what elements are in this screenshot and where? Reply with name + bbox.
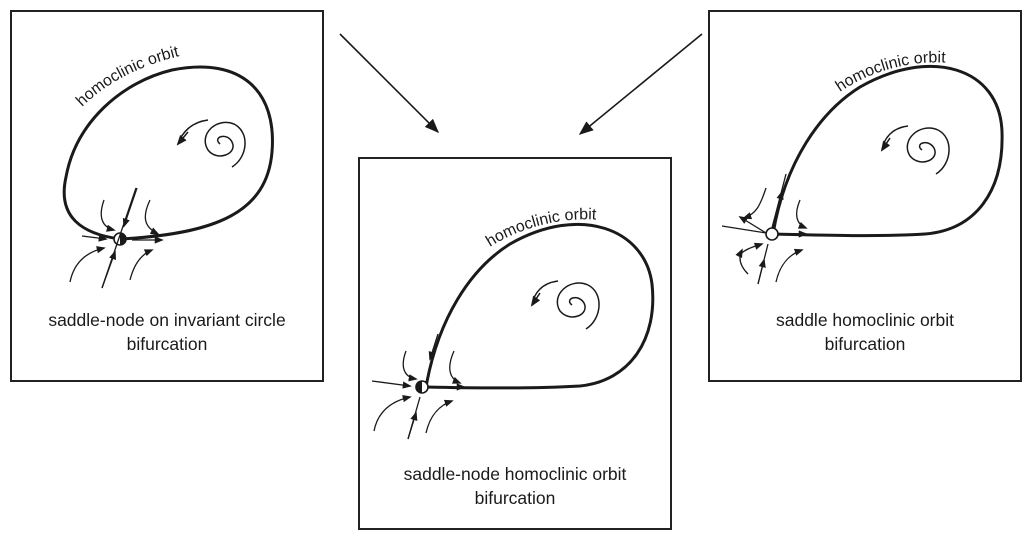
orbit-label: homoclinic orbit: [833, 49, 947, 95]
local-flow-lines: [371, 333, 466, 440]
phase-portrait-center: homoclinic orbit: [371, 206, 655, 440]
orbit-label: homoclinic orbit: [483, 206, 597, 250]
saddle-node-half-fill: [120, 233, 126, 245]
phase-portrait-left: homoclinic orbit: [62, 43, 274, 289]
spiral-arrow: [176, 131, 189, 146]
caption: saddle-node on invariant circle bifurcat…: [12, 308, 322, 356]
arrow-right-to-center: [578, 33, 703, 135]
caption-line-2: bifurcation: [474, 488, 556, 508]
homoclinic-orbit-curve: [771, 64, 1004, 238]
caption: saddle-node homoclinic orbit bifurcation: [360, 462, 670, 510]
spiral-arrow: [880, 137, 891, 152]
homoclinic-orbit-curve: [62, 65, 274, 241]
orbit-label: homoclinic orbit: [73, 43, 181, 109]
local-flow-lines: [69, 187, 164, 289]
homoclinic-orbit-curve: [424, 222, 655, 390]
saddle-point: [765, 227, 779, 241]
arrow-left-to-center: [339, 33, 440, 134]
caption: saddle homoclinic orbit bifurcation: [710, 308, 1020, 356]
phase-portrait-right: homoclinic orbit: [721, 49, 1004, 285]
caption-line-2: bifurcation: [126, 334, 208, 354]
panel-saddle-node-invariant-circle: homoclinic orbit saddle-node on invarian…: [10, 10, 324, 382]
caption-line-1: saddle homoclinic orbit: [775, 310, 954, 330]
spiral-focus: [531, 280, 600, 330]
caption-line-1: saddle-node on invariant circle: [48, 310, 286, 330]
panel-saddle-homoclinic: homoclinic orbit saddle homoclinic orbit…: [708, 10, 1022, 382]
local-flow-lines: [721, 173, 808, 285]
saddle-node-half-fill: [416, 381, 422, 393]
spiral-arrow: [530, 292, 541, 307]
spiral-focus: [177, 119, 246, 168]
panel-saddle-node-homoclinic: homoclinic orbit saddle-node homoclinic …: [358, 157, 672, 530]
caption-line-1: saddle-node homoclinic orbit: [403, 464, 627, 484]
spiral-focus: [881, 125, 950, 175]
caption-line-2: bifurcation: [824, 334, 906, 354]
